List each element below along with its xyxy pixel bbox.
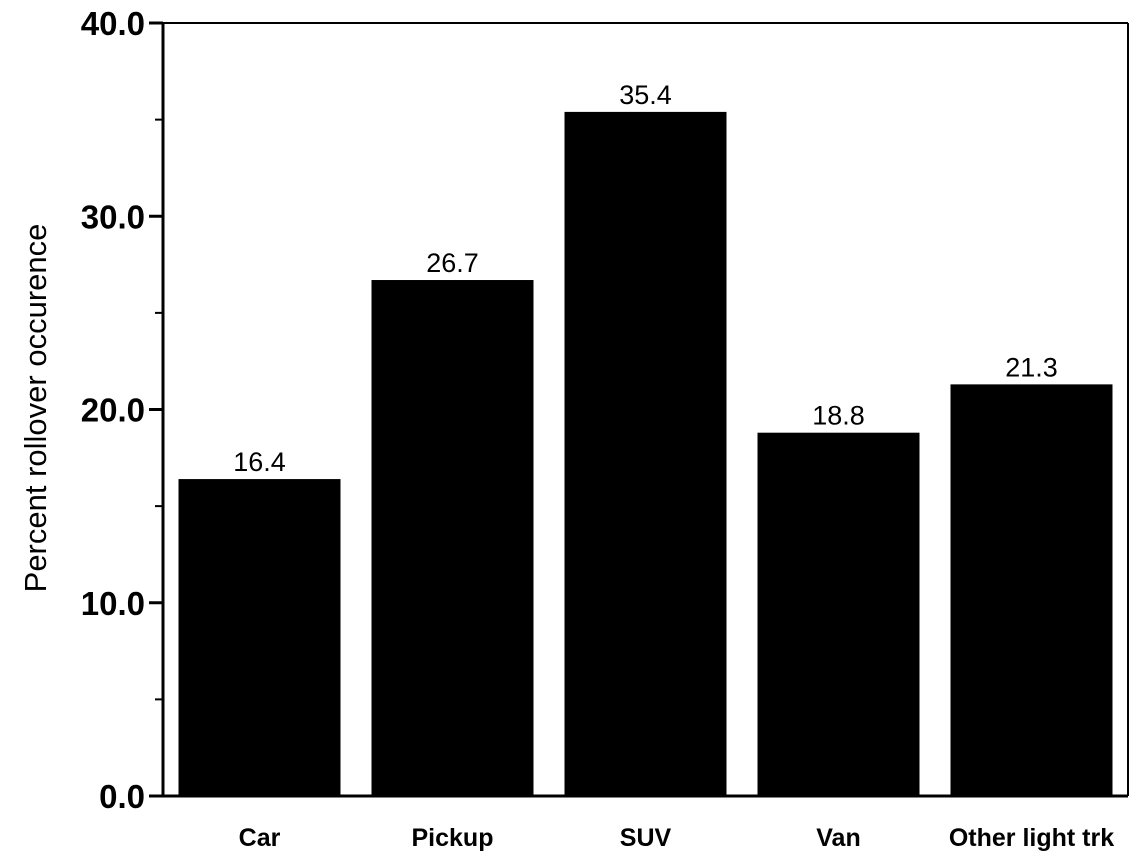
y-tick-label: 10.0 [81, 585, 145, 622]
bar [178, 479, 341, 796]
bars [178, 111, 1113, 797]
x-category-label: Car [239, 824, 281, 852]
y-tick-label: 40.0 [81, 5, 145, 42]
y-tick-label: 30.0 [81, 198, 145, 235]
y-tick-label: 0.0 [99, 778, 145, 815]
y-axis-title: Percent rollover occurence [18, 224, 53, 593]
bar [564, 111, 727, 796]
bar [950, 384, 1113, 796]
bar [371, 280, 534, 797]
x-category-label: SUV [620, 824, 672, 852]
data-label: 26.7 [426, 248, 479, 278]
x-category-label: Other light trk [949, 824, 1114, 852]
y-axis-ticks: 0.0 10.0 20.0 30.0 40.0 [81, 5, 163, 815]
data-label: 21.3 [1005, 352, 1058, 382]
data-label: 16.4 [233, 447, 286, 477]
bar-labels: 16.4 26.7 35.4 18.8 21.3 [233, 80, 1058, 477]
data-label: 35.4 [619, 80, 672, 110]
x-category-label: Van [816, 824, 860, 852]
data-label: 18.8 [812, 401, 865, 431]
y-tick-label: 20.0 [81, 392, 145, 429]
x-category-label: Pickup [412, 824, 494, 852]
bar [757, 432, 920, 796]
category-labels: Car Pickup SUV Van Other light trk [239, 824, 1115, 852]
